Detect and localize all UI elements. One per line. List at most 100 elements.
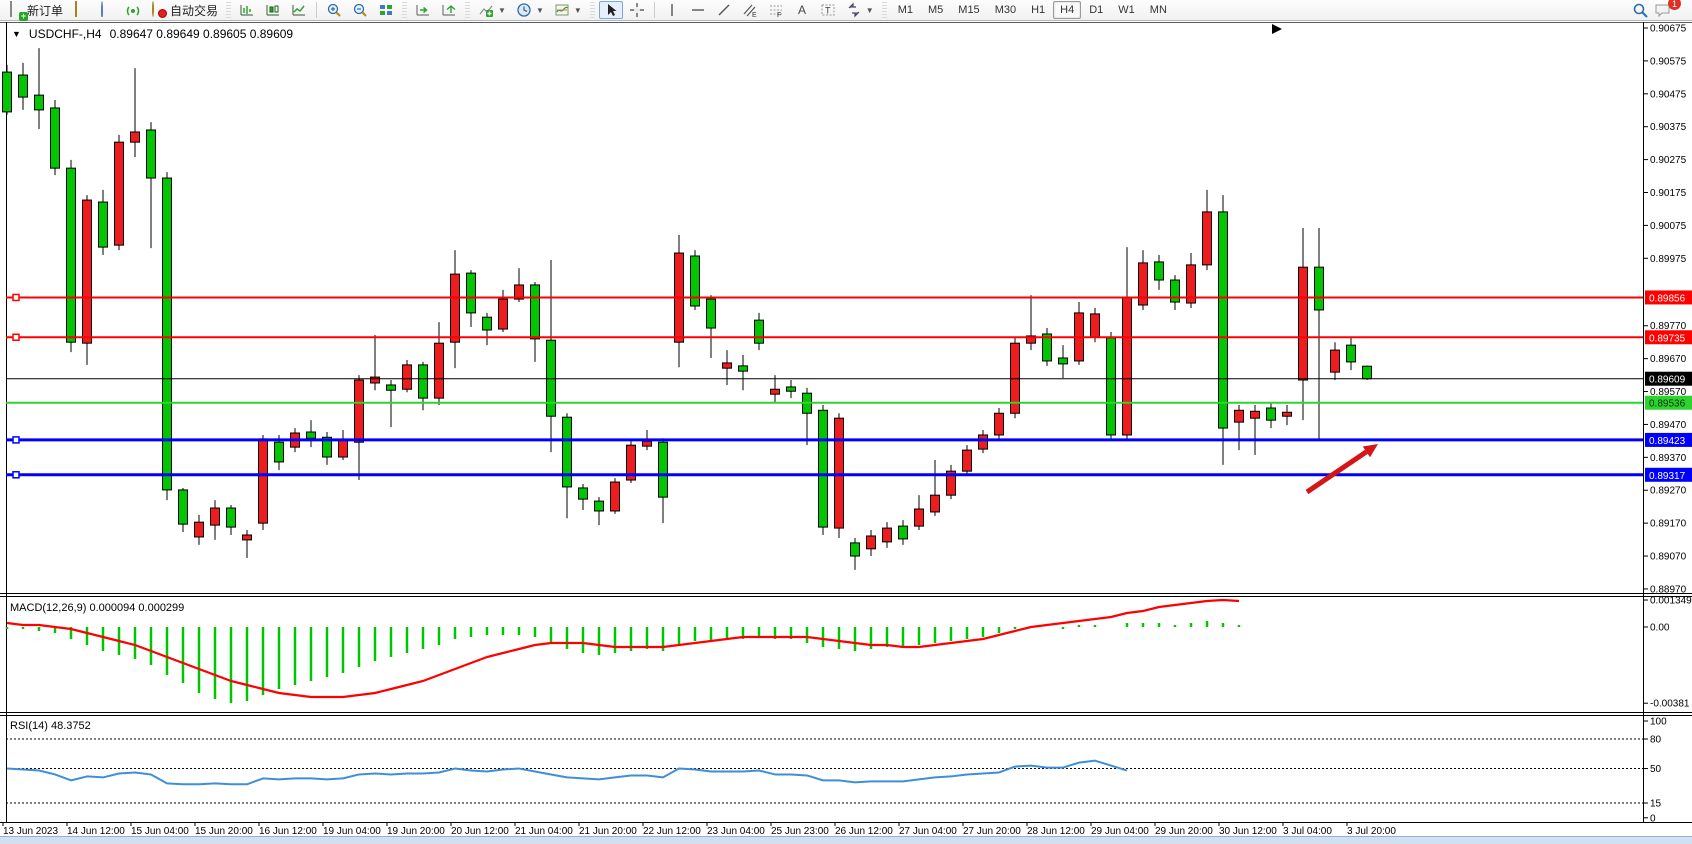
candle xyxy=(1266,402,1276,429)
accounts-button[interactable] xyxy=(95,1,119,19)
indicators-icon xyxy=(478,2,494,18)
candle xyxy=(2,64,12,115)
price-badge xyxy=(1645,432,1692,447)
auto-scroll-button[interactable] xyxy=(411,1,435,19)
vertical-line-tool[interactable] xyxy=(660,1,684,19)
channel-tool[interactable]: E xyxy=(738,1,762,19)
dropdown-caret: ▼ xyxy=(573,5,582,15)
macd-signal-line xyxy=(6,598,1240,699)
svg-text:0.89609: 0.89609 xyxy=(1649,375,1686,386)
autotrading-icon xyxy=(151,1,168,18)
horizontal-line[interactable]: 0.89423 xyxy=(6,432,1692,447)
timeframe-m1[interactable]: M1 xyxy=(897,4,913,16)
trendline-icon xyxy=(716,2,732,18)
auto-scroll-icon xyxy=(415,2,431,18)
macd-axis[interactable]: 0.001349 0.00 -0.00381 xyxy=(1643,596,1692,710)
svg-text:100: 100 xyxy=(1650,717,1667,728)
channel-icon: E xyxy=(742,2,758,19)
timeframe-m30[interactable]: M30 xyxy=(994,4,1017,16)
candle xyxy=(898,520,908,545)
svg-text:T: T xyxy=(825,6,831,16)
candle xyxy=(930,459,940,516)
line-chart-button[interactable] xyxy=(287,1,311,19)
main-toolbar: + 新订单 自动交易 xyxy=(0,0,1692,21)
timeframe-m5[interactable]: M5 xyxy=(928,4,944,16)
horizontal-line-tool[interactable] xyxy=(686,1,710,19)
svg-text:20 Jun 12:00: 20 Jun 12:00 xyxy=(451,826,509,837)
candle xyxy=(258,434,268,531)
horizontal-line[interactable]: 0.89856 xyxy=(6,290,1692,305)
horizontal-line[interactable]: 0.89536 xyxy=(6,395,1692,410)
candle xyxy=(1234,405,1244,451)
fibonacci-icon: F xyxy=(768,2,784,19)
price-axis[interactable]: 0.90675 0.90575 0.90475 0.90375 0.90275 0.901… xyxy=(1643,24,1687,596)
price-badge xyxy=(1645,395,1692,410)
chat-icon[interactable]: 1 xyxy=(1654,0,1681,18)
svg-text:27 Jun 04:00: 27 Jun 04:00 xyxy=(899,826,957,837)
time-axis[interactable]: 13 Jun 2023 14 Jun 12:00 15 Jun 04:00 15 Ju… xyxy=(2,822,1396,837)
autotrading-button[interactable]: 自动交易 xyxy=(147,1,222,19)
signals-button[interactable] xyxy=(121,1,145,19)
template-icon xyxy=(554,2,570,18)
periods-button[interactable]: ▼ xyxy=(512,1,548,19)
timeframe-h1[interactable]: H1 xyxy=(1031,4,1046,16)
svg-text:0.89570: 0.89570 xyxy=(1650,387,1687,398)
horizontal-line[interactable]: 0.89317 xyxy=(6,467,1692,482)
line-handle[interactable] xyxy=(12,436,20,444)
svg-text:21 Jun 20:00: 21 Jun 20:00 xyxy=(579,826,637,837)
candle xyxy=(194,514,204,545)
shift-marker-icon[interactable] xyxy=(1272,24,1282,34)
crosshair-tool-button[interactable] xyxy=(625,1,649,19)
chart-shift-button[interactable] xyxy=(437,1,461,19)
candle xyxy=(370,334,380,391)
svg-text:0.90075: 0.90075 xyxy=(1650,221,1687,232)
vertical-line-icon xyxy=(664,2,680,18)
history-center-button[interactable] xyxy=(69,1,93,19)
chart-title: ▼ USDCHF-,H4 0.89647 0.89649 0.89605 0.8… xyxy=(12,27,293,41)
candle xyxy=(1154,255,1164,290)
templates-button[interactable]: ▼ xyxy=(550,1,586,19)
line-handle[interactable] xyxy=(12,471,20,479)
tile-windows-button[interactable] xyxy=(374,1,398,19)
chart-shift-icon xyxy=(441,2,457,18)
timeframe-m15[interactable]: M15 xyxy=(958,4,980,16)
search-icon[interactable] xyxy=(1632,2,1648,18)
line-handle[interactable] xyxy=(12,293,20,302)
timeframe-w1[interactable]: W1 xyxy=(1118,4,1135,16)
candle xyxy=(306,420,316,448)
chart-canvas[interactable]: 0.90675 0.90575 0.90475 0.90375 0.90275 0.901… xyxy=(0,22,1692,844)
chart-symbol-period: USDCHF-,H4 xyxy=(28,27,102,41)
svg-text:0.89270: 0.89270 xyxy=(1650,486,1687,497)
new-order-button[interactable]: + 新订单 xyxy=(4,1,67,21)
timeframe-d1[interactable]: D1 xyxy=(1089,4,1104,16)
svg-text:19 Jun 20:00: 19 Jun 20:00 xyxy=(387,826,445,837)
svg-text:15 Jun 20:00: 15 Jun 20:00 xyxy=(195,826,253,837)
text-tool[interactable]: A xyxy=(790,1,814,19)
chart-area[interactable]: 0.90675 0.90575 0.90475 0.90375 0.90275 0.901… xyxy=(0,22,1692,844)
candle xyxy=(866,530,876,557)
bar-chart-button[interactable] xyxy=(235,1,259,19)
candle xyxy=(706,295,716,358)
annotation-arrow[interactable] xyxy=(1305,444,1378,495)
svg-text:0: 0 xyxy=(1650,813,1656,824)
horizontal-line[interactable]: 0.89735 xyxy=(6,330,1692,345)
label-tool[interactable]: T xyxy=(816,1,840,19)
cursor-tool-button[interactable] xyxy=(598,1,623,19)
line-handle[interactable] xyxy=(12,333,20,342)
fibonacci-tool[interactable]: F xyxy=(764,1,788,19)
candle xyxy=(1330,342,1340,381)
timeframe-h4[interactable]: H4 xyxy=(1053,1,1082,19)
candlestick-button[interactable] xyxy=(261,1,285,19)
candle xyxy=(578,483,588,510)
candle xyxy=(402,359,412,393)
zoom-out-button[interactable] xyxy=(348,1,372,19)
zoom-in-button[interactable] xyxy=(322,1,346,19)
rsi-axis[interactable]: 100 80 50 15 0 xyxy=(1643,717,1667,825)
timeframe-mn[interactable]: MN xyxy=(1149,4,1167,16)
chart-menu-icon[interactable]: ▼ xyxy=(12,29,21,39)
arrows-tool[interactable]: ▼ xyxy=(842,1,878,19)
candle xyxy=(1346,337,1356,371)
candle xyxy=(1138,250,1148,310)
trendline-tool[interactable] xyxy=(712,1,736,19)
indicators-button[interactable]: ▼ xyxy=(474,1,510,19)
